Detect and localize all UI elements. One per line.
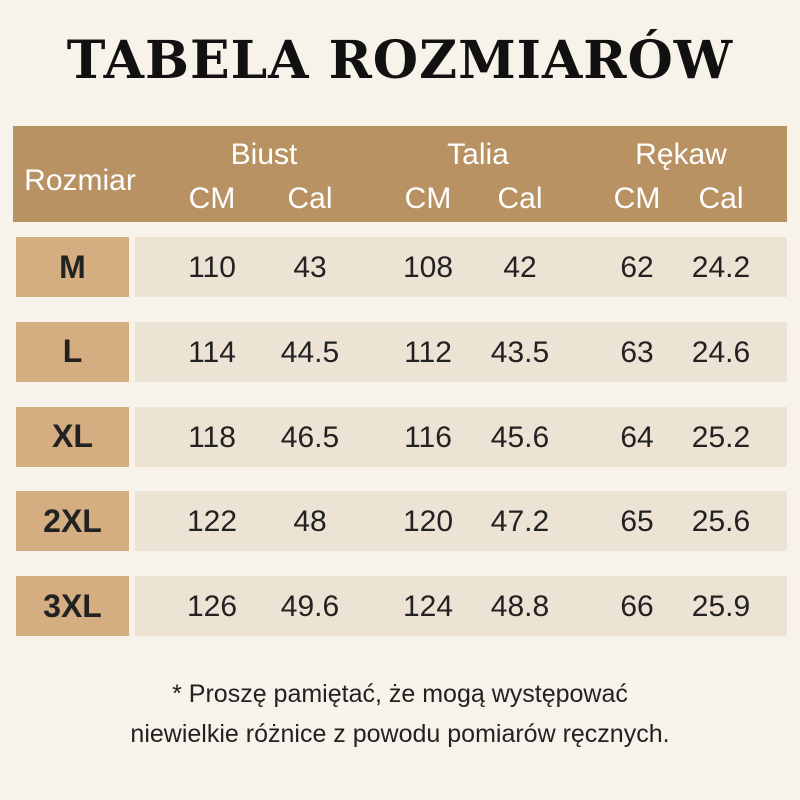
footnote-line: * Proszę pamiętać, że mogą występować <box>172 680 628 708</box>
value-cell: 64 <box>620 420 654 454</box>
footnote-line: niewielkie różnice z powodu pomiarów ręc… <box>130 720 670 748</box>
size-cell: 2XL <box>16 491 129 552</box>
value-cell: 120 <box>402 505 454 539</box>
value-cell: 47.2 <box>490 505 550 539</box>
value-cell: 63 <box>620 335 654 369</box>
value-cell: 65 <box>620 505 654 539</box>
value-cell: 110 <box>188 251 236 284</box>
header-unit: CM <box>188 182 236 215</box>
value-cell: 48.8 <box>490 590 550 623</box>
value-cell: 118 <box>188 420 236 454</box>
value-cell: 45.6 <box>490 420 550 454</box>
footnote: * Proszę pamiętać, że mogą występować ni… <box>0 674 800 754</box>
value-cell: 24.2 <box>691 251 751 284</box>
value-cell: 112 <box>404 335 452 369</box>
value-cell: 48 <box>293 505 327 539</box>
value-cell: 43.5 <box>490 335 550 369</box>
header-unit: Cal <box>497 182 543 215</box>
header-group-talia: Talia <box>447 138 509 171</box>
page-title: TABELA ROZMIARÓW <box>66 30 734 91</box>
table-header: Rozmiar Biust CM Cal Talia CM Cal Rękaw … <box>13 126 787 222</box>
size-cell: M <box>16 237 129 297</box>
header-unit: CM <box>404 182 452 215</box>
table-row: 122 48 120 47.2 65 25.6 <box>135 491 787 552</box>
value-cell: 46.5 <box>280 420 340 454</box>
value-cell: 66 <box>620 590 654 623</box>
value-cell: 126 <box>186 590 238 623</box>
table-row: 126 49.6 124 48.8 66 25.9 <box>135 576 787 636</box>
table-row: 110 43 108 42 62 24.2 <box>135 237 787 297</box>
value-cell: 124 <box>402 590 454 623</box>
value-cell: 122 <box>186 505 238 539</box>
header-group-biust: Biust <box>230 138 298 171</box>
value-cell: 44.5 <box>280 335 340 369</box>
value-cell: 114 <box>188 335 236 369</box>
value-cell: 43 <box>293 251 327 284</box>
value-cell: 62 <box>620 251 654 284</box>
value-cell: 49.6 <box>280 590 340 623</box>
size-cell: L <box>16 321 129 382</box>
size-cell: 3XL <box>16 576 129 636</box>
value-cell: 24.6 <box>691 335 751 369</box>
value-cell: 108 <box>402 251 454 284</box>
header-size: Rozmiar <box>24 164 136 197</box>
table-row: 118 46.5 116 45.6 64 25.2 <box>135 406 787 467</box>
value-cell: 25.2 <box>691 420 751 454</box>
size-cell: XL <box>16 406 129 467</box>
table-row: 114 44.5 112 43.5 63 24.6 <box>135 321 787 382</box>
value-cell: 25.6 <box>691 505 751 539</box>
header-unit: Cal <box>287 182 333 215</box>
header-unit: CM <box>613 182 661 215</box>
header-unit: Cal <box>698 182 744 215</box>
value-cell: 42 <box>503 251 537 284</box>
header-group-rekaw: Rękaw <box>635 138 727 171</box>
value-cell: 116 <box>404 420 452 454</box>
value-cell: 25.9 <box>691 590 751 623</box>
